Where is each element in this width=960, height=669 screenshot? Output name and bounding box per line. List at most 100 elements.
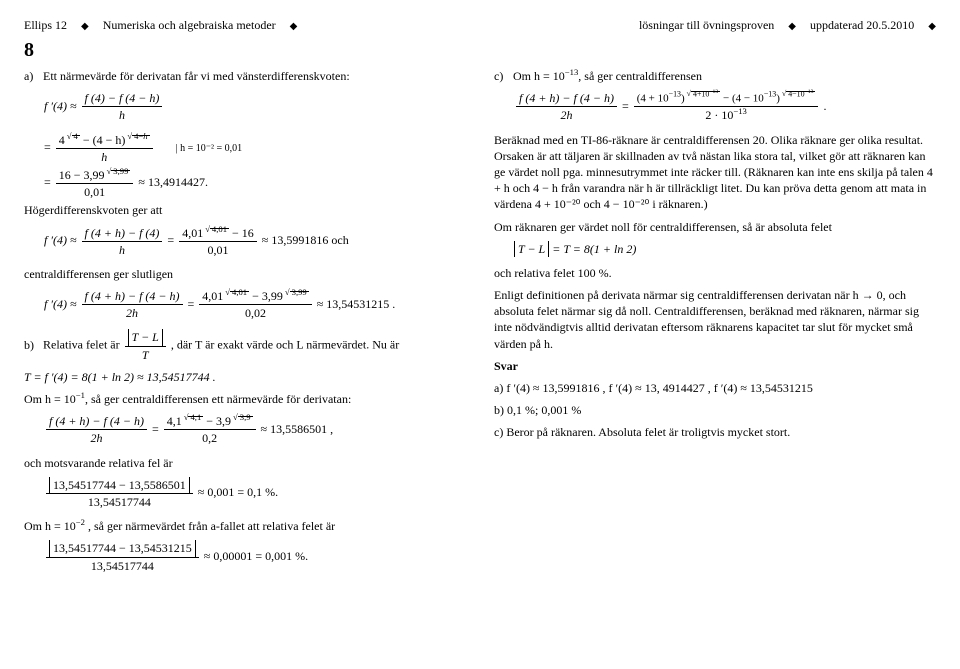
c-r-s1: −13 xyxy=(669,89,681,98)
hog-r-a: 4,01 xyxy=(182,226,203,240)
header-left: Ellips 12 ◆ Numeriska och algebraiska me… xyxy=(24,18,297,33)
cen-num: f (4 + h) − f (4 − h) xyxy=(82,288,183,304)
hoger-intro: Högerdifferenskvoten ger att xyxy=(24,202,466,218)
cen-r-e1: 4,01 xyxy=(230,291,249,292)
c-r-den: 2 · 10−13 xyxy=(634,106,819,123)
eq-lhs2: f ′(4) ≈ xyxy=(44,233,77,247)
rel-rhs: ≈ 0,001 = 0,1 %. xyxy=(198,485,278,499)
hog-rhs: ≈ 13,5991816 och xyxy=(262,233,349,247)
b2-den: 2h xyxy=(46,429,147,446)
eq-c-abs: T − L = T = 8(1 + ln 2) xyxy=(514,241,936,257)
update-date: uppdaterad 20.5.2010 xyxy=(810,18,914,33)
c-r-e1b: −13 xyxy=(709,89,718,95)
c-r-den-a: 2 · 10 xyxy=(705,108,733,122)
b-frac-num: T − L xyxy=(125,329,166,345)
b-exp2: −2 xyxy=(76,517,85,527)
chapter-title: Numeriska och algebraiska metoder xyxy=(103,18,276,33)
b-text2: , där T är exakt värde och L närmevärdet… xyxy=(171,338,399,352)
eq-central: f ′(4) ≈ f (4 + h) − f (4 − h) 2h = 4,01… xyxy=(44,288,466,321)
book-title: Ellips 12 xyxy=(24,18,67,33)
rel2-rhs: ≈ 0,00001 = 0,001 %. xyxy=(204,549,308,563)
c-den: 2h xyxy=(516,106,617,123)
cen-frac-l: f (4 + h) − f (4 − h) 2h xyxy=(82,288,183,321)
b-exp1: −1 xyxy=(76,390,85,400)
rel-intro: och motsvarande relativa fel är xyxy=(24,455,466,471)
b-text4b: , så ger närmevärdet från a-fallet att r… xyxy=(85,519,335,533)
right-column: c) Om h = 10−13, så ger centraldifferens… xyxy=(494,68,936,582)
eq2-b: − (4 − h) xyxy=(83,133,126,147)
b-frac-num-abs: T − L xyxy=(128,329,163,345)
cen-frac-r: 4,01√4,01 − 3,99√3,99 0,02 xyxy=(199,288,311,321)
eq-b2: f (4 + h) − f (4 − h) 2h = 4,1√4,1 − 3,9… xyxy=(44,413,466,446)
c-num: f (4 + h) − f (4 − h) xyxy=(516,90,617,106)
c-r-s2: −13 xyxy=(764,89,776,98)
eq-lhs: f ′(4) ≈ xyxy=(44,99,77,113)
c-r-num: (4 + 10−13)√4+10−13 − (4 − 10−13)√4−10−1… xyxy=(634,91,819,106)
b-frac-den: T xyxy=(125,346,166,363)
c-frac-r: (4 + 10−13)√4+10−13 − (4 − 10−13)√4−10−1… xyxy=(634,91,819,123)
hog-den: h xyxy=(82,241,163,258)
cen-den: 2h xyxy=(82,304,183,321)
c-r-e2b: −13 xyxy=(805,89,814,95)
b2-rhs: ≈ 13,5586501 , xyxy=(261,422,334,436)
rel2-den: 13,54517744 xyxy=(46,557,199,574)
part-a-intro: a) Ett närmevärde för derivatan får vi m… xyxy=(24,68,466,84)
part-a-label: a) xyxy=(24,68,40,84)
hog-frac-l: f (4 + h) − f (4) h xyxy=(82,225,163,258)
b-text3a: Om h = 10 xyxy=(24,392,76,406)
c-para1: Beräknad med en TI-86-räknare är central… xyxy=(494,132,936,213)
bullet-icon: ◆ xyxy=(81,21,89,32)
c-abs-rhs: = T = 8(1 + ln 2) xyxy=(552,242,636,256)
eq-lhs3: f ′(4) ≈ xyxy=(44,297,77,311)
cen-r-e2: 3,99 xyxy=(290,291,309,292)
b-text3: Om h = 10−1, så ger centraldifferensen e… xyxy=(24,391,466,407)
rel2-num-abs: 13,54517744 − 13,54531215 xyxy=(49,540,196,556)
eq-frac1-num: f (4) − f (4 − h) xyxy=(82,90,163,106)
eq3-rhs: ≈ 13,4914427. xyxy=(138,175,208,189)
c-para3: och relativa felet 100 %. xyxy=(494,265,936,281)
answer-b: b) 0,1 %; 0,001 % xyxy=(494,402,936,418)
eq3-den: 0,01 xyxy=(56,183,134,200)
b-text4: Om h = 10−2 , så ger närmevärdet från a-… xyxy=(24,518,466,534)
rel-den: 13,54517744 xyxy=(46,493,193,510)
b2-r-b: − 3,9 xyxy=(206,414,231,428)
content-columns: a) Ett närmevärde för derivatan får vi m… xyxy=(24,68,936,582)
b2-r-num: 4,1√4,1 − 3,9√3,9 xyxy=(164,413,256,429)
hog-r-exp: 4,01 xyxy=(210,228,229,229)
part-a-text: Ett närmevärde för derivatan får vi med … xyxy=(43,69,350,83)
eq2-den: h xyxy=(56,148,153,165)
eq3-a: 16 − 3,99 xyxy=(59,168,105,182)
b2-r-e1: 4,1 xyxy=(188,416,203,417)
part-b-line1: b) Relativa felet är T − L T , där T är … xyxy=(24,329,466,362)
c-frac-l: f (4 + h) − f (4 − h) 2h xyxy=(516,90,617,123)
c-r-b: − (4 − 10 xyxy=(723,92,764,104)
eq-line2: = 4√4 − (4 − h)√4−h h | h = 10⁻² = 0,01 xyxy=(44,132,466,165)
eq-left-diff: f ′(4) ≈ f (4) − f (4 − h) h xyxy=(44,90,466,123)
b-text1: Relativa felet är xyxy=(43,338,123,352)
c-intro-a: Om h = 10 xyxy=(513,69,565,83)
c-para4: Enligt definitionen på derivata närmar s… xyxy=(494,287,936,352)
b2-r-a: 4,1 xyxy=(167,414,182,428)
b2-num: f (4 + h) − f (4 − h) xyxy=(46,413,147,429)
c-abs: T − L xyxy=(514,241,549,257)
hog-num: f (4 + h) − f (4) xyxy=(82,225,163,241)
eq3-exp: 3,99 xyxy=(111,170,130,171)
cen-r-a: 4,01 xyxy=(202,289,223,303)
part-c-label: c) xyxy=(494,68,510,84)
hog-frac-r: 4,01√4,01 − 16 0,01 xyxy=(179,225,257,258)
c-r-a: (4 + 10 xyxy=(637,92,669,104)
c-exp: −13 xyxy=(565,67,579,77)
c-para2: Om räknaren ger värdet noll för centrald… xyxy=(494,219,936,235)
b2-frac-r: 4,1√4,1 − 3,9√3,9 0,2 xyxy=(164,413,256,446)
eq3-num: 16 − 3,99√3,99 xyxy=(56,167,134,183)
cen-rhs: ≈ 13,54531215 . xyxy=(317,297,396,311)
part-b-label: b) xyxy=(24,337,40,353)
rel2-num: 13,54517744 − 13,54531215 xyxy=(46,540,199,556)
c-r-den-s: −13 xyxy=(733,106,747,116)
svar-heading: Svar xyxy=(494,358,936,374)
rel-num-abs: 13,54517744 − 13,5586501 xyxy=(49,477,190,493)
hog-r-den: 0,01 xyxy=(179,241,257,258)
c-r-e1a: 4+10 xyxy=(693,89,709,98)
b2-frac-l: f (4 + h) − f (4 − h) 2h xyxy=(46,413,147,446)
eq-rel2: 13,54517744 − 13,54531215 13,54517744 ≈ … xyxy=(44,540,466,573)
